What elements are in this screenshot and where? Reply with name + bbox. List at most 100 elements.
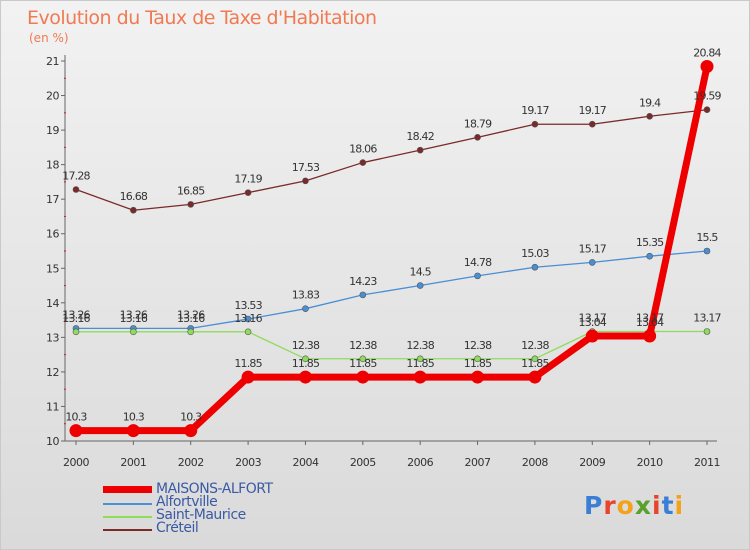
data-label: 17.28: [62, 170, 90, 183]
data-point: [471, 370, 485, 384]
data-point: [646, 112, 653, 120]
legend-swatch-alfortville: [103, 503, 152, 505]
data-point: [130, 328, 137, 336]
legend-label-maisons-alfort: MAISONS-ALFORT: [156, 481, 273, 497]
x-tick-label: 2007: [465, 456, 491, 469]
data-point: [130, 206, 137, 214]
data-point: [531, 263, 539, 271]
data-label: 13.17: [693, 311, 721, 324]
legend-swatch-saint-maurice: [103, 516, 152, 518]
data-point: [703, 328, 711, 335]
data-point: [703, 247, 711, 255]
data-label: 14.5: [410, 266, 432, 279]
data-label: 13.17: [579, 311, 607, 324]
y-tick-label: 10: [46, 435, 59, 448]
data-label: 13.17: [636, 311, 664, 324]
y-tick-label: 15: [46, 262, 59, 275]
series-line-0: [72, 63, 711, 435]
data-point: [302, 355, 309, 363]
data-label: 18.79: [464, 117, 492, 130]
legend-swatch-maisons-alfort: [103, 486, 152, 493]
x-tick-label: 2011: [694, 456, 720, 469]
data-label: 19.59: [693, 90, 721, 103]
data-point: [588, 259, 596, 266]
logo-letter: o: [616, 491, 635, 520]
x-tick-label: 2000: [63, 456, 89, 469]
data-point: [241, 370, 255, 384]
data-label: 20.84: [693, 47, 721, 60]
logo-letter: P: [584, 491, 604, 520]
data-label: 11.85: [234, 357, 262, 370]
data-point: [413, 370, 427, 384]
data-point: [416, 146, 424, 154]
x-tick-label: 2005: [350, 456, 376, 469]
data-point: [126, 424, 140, 438]
data-label: 13.16: [177, 312, 205, 325]
series-line-1: [75, 250, 708, 330]
data-label: 12.38: [521, 339, 549, 352]
data-point: [302, 177, 309, 185]
data-point: [302, 305, 309, 312]
x-tick-label: 2003: [235, 456, 261, 469]
x-tick-label: 2004: [292, 456, 318, 469]
data-point: [643, 329, 657, 343]
y-tick-label: 13: [46, 331, 59, 344]
logo-letter: i: [674, 491, 685, 520]
y-tick-label: 20: [46, 90, 59, 103]
y-tick-label: 18: [46, 159, 59, 172]
data-label: 14.23: [349, 275, 377, 288]
data-label: 10.3: [180, 411, 202, 424]
data-label: 11.85: [521, 357, 549, 370]
data-label: 13.83: [292, 289, 320, 302]
data-label: 12.38: [292, 339, 320, 352]
data-point: [528, 370, 542, 384]
data-point: [585, 329, 599, 343]
data-label: 11.85: [406, 357, 434, 370]
x-tick-label: 2010: [637, 456, 663, 469]
data-point: [359, 355, 367, 363]
data-point: [187, 328, 195, 336]
data-label: 13.26: [177, 308, 205, 321]
data-label: 16.85: [177, 184, 205, 197]
legend-label-alfortville: Alfortville: [156, 494, 218, 510]
data-label: 13.53: [234, 299, 262, 312]
data-label: 13.26: [62, 308, 90, 321]
data-label: 18.42: [406, 130, 434, 143]
data-point: [244, 189, 252, 196]
data-label: 13.16: [62, 312, 90, 325]
chart-subtitle: (en %): [29, 31, 69, 45]
data-point: [244, 315, 252, 323]
data-point: [244, 328, 252, 336]
legend-swatch-creteil: [103, 529, 152, 531]
proxiti-logo: Proxiti: [584, 491, 684, 520]
data-label: 13.04: [579, 316, 607, 329]
x-tick-label: 2002: [178, 456, 204, 469]
data-label: 19.17: [579, 104, 607, 117]
data-label: 11.85: [349, 357, 377, 370]
chart-title: Evolution du Taux de Taxe d'Habitation: [27, 7, 377, 29]
legend-label-creteil: Créteil: [156, 520, 199, 536]
data-point: [187, 201, 195, 208]
data-point: [703, 106, 711, 114]
data-point: [416, 282, 424, 289]
y-tick-label: 12: [46, 366, 59, 379]
data-point: [69, 424, 83, 438]
y-tick-label: 11: [46, 400, 59, 413]
data-label: 17.53: [292, 161, 320, 174]
data-label: 11.85: [292, 357, 320, 370]
data-label: 15.5: [696, 231, 718, 244]
data-point: [184, 424, 198, 438]
data-point: [416, 355, 424, 363]
data-label: 16.68: [120, 190, 148, 203]
data-label: 10.3: [123, 411, 145, 424]
data-label: 19.17: [521, 104, 549, 117]
y-tick-label: 14: [46, 297, 59, 310]
data-label: 17.19: [234, 173, 262, 186]
data-label: 10.3: [65, 411, 87, 424]
x-tick-label: 2006: [407, 456, 433, 469]
data-label: 13.26: [120, 308, 148, 321]
data-point: [72, 328, 80, 336]
data-label: 12.38: [349, 339, 377, 352]
x-tick-label: 2001: [120, 456, 146, 469]
